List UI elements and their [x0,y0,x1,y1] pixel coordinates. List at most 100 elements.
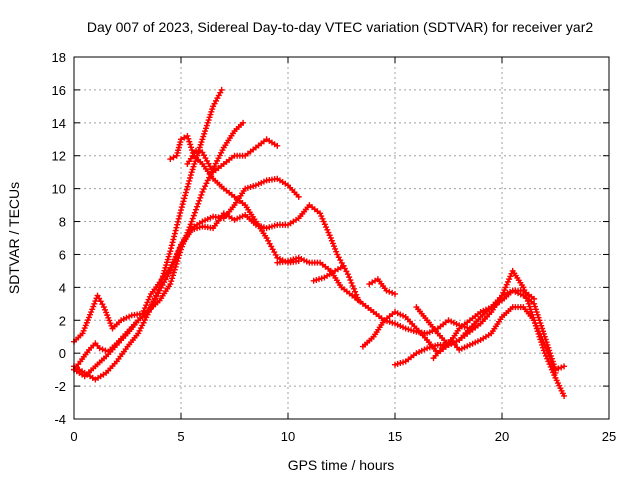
data-point [540,339,547,346]
data-point [534,325,541,332]
data-point [348,279,355,286]
x-tick-label: 0 [70,429,77,444]
data-point [99,346,106,353]
data-point [168,242,175,249]
y-tick-label: 4 [59,280,66,295]
data-point [170,236,177,243]
data-point [184,183,191,190]
data-point [536,317,543,324]
data-point [324,226,331,233]
data-point [295,193,302,200]
data-point [174,221,181,228]
data-point [504,278,511,285]
data-point [531,317,538,324]
data-point [333,248,340,255]
data-point [340,262,347,269]
data-point [532,320,539,327]
data-point [561,363,568,370]
data-point [173,152,180,159]
data-point [541,341,548,348]
data-point [91,300,98,307]
data-point [534,311,541,318]
data-point [172,227,179,234]
x-tick-label: 20 [495,429,509,444]
data-point [503,281,510,288]
data-point [182,189,189,196]
data-point [170,154,177,161]
data-point [392,290,398,297]
data-point [325,229,332,236]
data-point [196,148,203,155]
data-point [197,141,204,148]
data-point [189,215,196,222]
data-point [164,259,171,266]
data-point [389,289,396,296]
data-point [187,175,194,182]
data-point [501,287,508,294]
x-tick-label: 10 [281,429,295,444]
series-s8 [310,262,347,284]
data-point [318,213,325,220]
data-point [329,240,336,247]
data-point [182,192,189,199]
y-tick-label: 10 [52,182,66,197]
data-point [178,207,184,214]
data-point [168,245,175,252]
data-point [189,147,196,154]
data-point [175,215,182,222]
data-point [332,245,339,252]
data-point [192,147,199,154]
data-point [552,369,559,376]
data-point [533,322,540,329]
data-point [167,156,174,163]
data-point [146,293,153,300]
data-point [165,253,172,260]
data-point [171,233,178,240]
data-point [520,284,527,291]
data-point [171,230,178,237]
series-s12 [413,287,568,373]
y-tick-label: -4 [54,412,66,427]
data-point [175,147,182,154]
data-point [533,309,540,316]
data-point [143,302,150,309]
data-point [561,392,568,399]
data-point [185,180,192,187]
y-tick-label: 14 [52,116,66,131]
data-point [205,117,212,124]
series-s2 [71,119,247,380]
y-tick-label: 16 [52,83,66,98]
data-point [545,350,552,357]
x-tick-label: 5 [177,429,184,444]
series-s10 [366,276,398,297]
data-point [551,367,558,374]
data-point [201,130,208,137]
y-tick-label: 2 [59,313,66,328]
data-point [202,125,209,132]
data-point [352,288,359,295]
data-point [537,320,544,327]
data-point [177,139,184,146]
data-point [175,144,182,151]
data-point [386,288,393,295]
data-point [181,195,188,202]
data-point [555,365,562,372]
data-point [206,114,213,121]
data-point [526,303,533,310]
data-point [200,133,207,140]
data-point [506,276,513,283]
data-point [532,306,539,313]
data-point [548,358,555,365]
series-line [72,177,300,371]
data-point [168,278,175,285]
series-s1 [71,86,225,383]
data-point [202,128,209,135]
data-point [187,141,194,148]
data-point [187,221,194,228]
data-point [167,248,174,255]
data-point [326,232,333,239]
y-tick-label: -2 [54,379,66,394]
data-point [164,256,171,263]
data-point [535,328,542,335]
data-point [185,135,192,142]
